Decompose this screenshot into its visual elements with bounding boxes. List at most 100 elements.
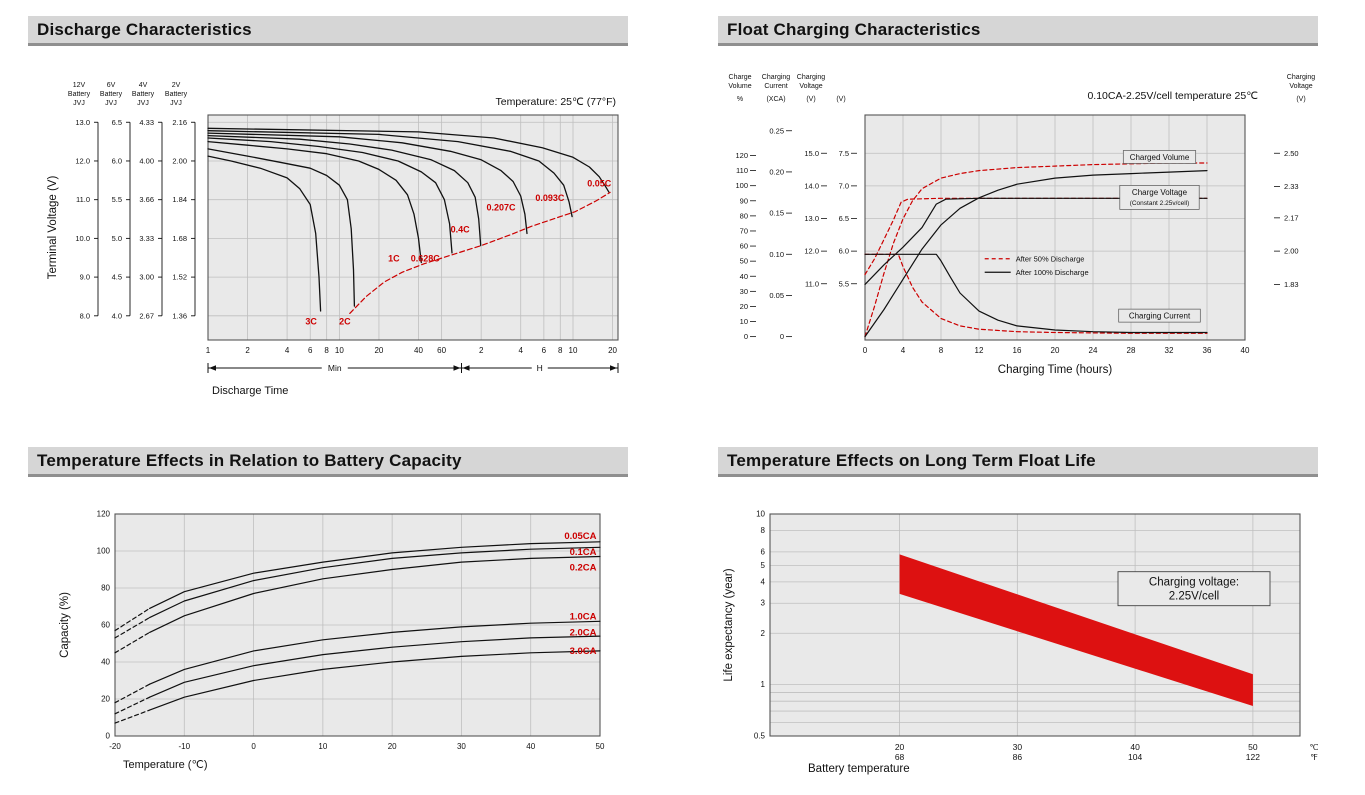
svg-text:2: 2 xyxy=(761,629,766,638)
panel-float-life: Temperature Effects on Long Term Float L… xyxy=(718,447,1365,789)
discharge-curve-0.628C xyxy=(207,137,453,254)
svg-text:3: 3 xyxy=(761,599,766,608)
svg-text:Charging: Charging xyxy=(1287,74,1316,81)
svg-text:10: 10 xyxy=(318,742,327,751)
svg-text:0.5: 0.5 xyxy=(754,732,766,741)
svg-text:12.0: 12.0 xyxy=(75,156,90,165)
svg-text:6: 6 xyxy=(542,346,547,355)
svg-text:2.0CA: 2.0CA xyxy=(570,627,597,638)
svg-text:1.52: 1.52 xyxy=(172,273,187,282)
float-charging-title-text: Float Charging Characteristics xyxy=(727,19,981,39)
svg-text:2.00: 2.00 xyxy=(1284,247,1299,256)
svg-text:JVJ: JVJ xyxy=(105,100,117,107)
discharge-title-text: Discharge Characteristics xyxy=(37,19,252,39)
panel-discharge-characteristics: Discharge Characteristics 1 2 4 6 8 10 20 40 60 2… xyxy=(28,16,673,431)
cutoff-voltage-line xyxy=(349,191,611,314)
svg-text:2C: 2C xyxy=(339,316,351,326)
svg-text:0.20: 0.20 xyxy=(769,167,784,176)
svg-text:30: 30 xyxy=(740,287,748,296)
svg-text:2.67: 2.67 xyxy=(139,311,154,320)
svg-text:4: 4 xyxy=(901,346,906,355)
svg-text:Voltage: Voltage xyxy=(799,83,822,90)
discharge-curves xyxy=(207,127,610,312)
svg-text:H: H xyxy=(537,363,543,373)
temperature-capacity-chart: -20 -10 0 10 20 30 40 50 0 20 40 60 80 100 120 0.05CA 0.… xyxy=(59,510,605,772)
svg-text:4: 4 xyxy=(761,577,766,586)
svg-text:0.05CA: 0.05CA xyxy=(564,531,596,542)
svg-text:5.0: 5.0 xyxy=(112,234,122,243)
svg-text:50: 50 xyxy=(740,257,748,266)
svg-text:JVJ: JVJ xyxy=(73,100,85,107)
temperature-capacity-title-text: Temperature Effects in Relation to Batte… xyxy=(37,450,462,470)
svg-text:2: 2 xyxy=(245,346,250,355)
svg-text:20: 20 xyxy=(895,742,905,752)
svg-text:32: 32 xyxy=(1165,346,1174,355)
charging-current-after-50 xyxy=(864,253,1208,334)
capacity-curve-2.0CA-dashed xyxy=(114,696,151,715)
svg-text:6: 6 xyxy=(308,346,313,355)
svg-text:4V: 4V xyxy=(139,82,148,89)
svg-text:3.0CA: 3.0CA xyxy=(570,646,597,657)
svg-text:0.093C: 0.093C xyxy=(535,193,565,203)
svg-text:Charging: Charging xyxy=(797,74,826,81)
svg-text:28: 28 xyxy=(1127,346,1136,355)
svg-text:12: 12 xyxy=(975,346,984,355)
discharge-curve-3C xyxy=(207,155,322,312)
svg-text:Temperature: 25℃ (77°F): Temperature: 25℃ (77°F) xyxy=(496,96,616,108)
capacity-curve-0.1CA-dashed xyxy=(114,617,151,639)
svg-text:5.5: 5.5 xyxy=(839,279,849,288)
svg-text:Charge: Charge xyxy=(729,74,752,81)
svg-text:30: 30 xyxy=(457,742,466,751)
svg-text:Battery: Battery xyxy=(132,91,155,98)
capacity-curve-0.1CA xyxy=(149,546,601,619)
svg-text:0: 0 xyxy=(863,346,868,355)
svg-text:Battery: Battery xyxy=(100,91,123,98)
svg-text:2.33: 2.33 xyxy=(1284,182,1299,191)
discharge-curve-0.093C xyxy=(207,130,573,218)
charging-current-after-100 xyxy=(864,253,1208,334)
svg-text:6V: 6V xyxy=(107,82,116,89)
svg-text:110: 110 xyxy=(736,166,748,175)
svg-text:15.0: 15.0 xyxy=(804,149,819,158)
svg-text:12V: 12V xyxy=(73,82,86,89)
svg-text:40: 40 xyxy=(1241,346,1250,355)
panel-float-charging-characteristics: Float Charging Characteristics 0 4 8 12 16 20… xyxy=(718,16,1365,431)
svg-text:After 50% Discharge: After 50% Discharge xyxy=(1016,254,1085,263)
svg-text:50: 50 xyxy=(1248,742,1258,752)
float-life-chart: 1086543210.5206830864010450122℃℉Charging… xyxy=(723,510,1319,776)
svg-text:68: 68 xyxy=(895,752,905,762)
svg-text:40: 40 xyxy=(101,658,110,667)
charged-volume-after-100 xyxy=(864,170,1208,338)
svg-text:0: 0 xyxy=(780,332,784,341)
svg-text:14.0: 14.0 xyxy=(804,181,819,190)
svg-text:4.0: 4.0 xyxy=(112,311,122,320)
svg-text:20: 20 xyxy=(101,695,110,704)
svg-text:Min: Min xyxy=(328,363,342,373)
capacity-curve-0.2CA-dashed xyxy=(114,631,151,654)
capacity-curve-3.0CA xyxy=(149,650,601,711)
discharge-curve-0.4C xyxy=(207,134,482,247)
svg-text:36: 36 xyxy=(1203,346,1212,355)
capacity-curve-3.0CA-dashed xyxy=(114,709,151,724)
svg-text:Battery: Battery xyxy=(68,91,91,98)
svg-text:0.628C: 0.628C xyxy=(411,253,441,263)
svg-text:1.0CA: 1.0CA xyxy=(570,612,597,623)
svg-text:20: 20 xyxy=(374,346,383,355)
discharge-curve-0.05C xyxy=(207,127,610,194)
discharge-curve-0.207C xyxy=(207,132,528,235)
svg-text:70: 70 xyxy=(740,226,748,235)
svg-text:6.5: 6.5 xyxy=(839,214,849,223)
svg-text:1: 1 xyxy=(761,680,766,689)
svg-text:Battery temperature: Battery temperature xyxy=(808,763,910,775)
svg-text:30: 30 xyxy=(1013,742,1023,752)
capacity-curve-2.0CA xyxy=(149,635,601,698)
svg-text:Discharge Time: Discharge Time xyxy=(212,385,288,397)
svg-text:2.00: 2.00 xyxy=(172,156,187,165)
svg-text:13.0: 13.0 xyxy=(804,214,819,223)
svg-text:℃: ℃ xyxy=(1310,743,1319,752)
svg-text:1.83: 1.83 xyxy=(1284,280,1299,289)
svg-text:4: 4 xyxy=(519,346,524,355)
charge-voltage-after-100 xyxy=(864,197,1208,285)
svg-text:60: 60 xyxy=(101,621,110,630)
